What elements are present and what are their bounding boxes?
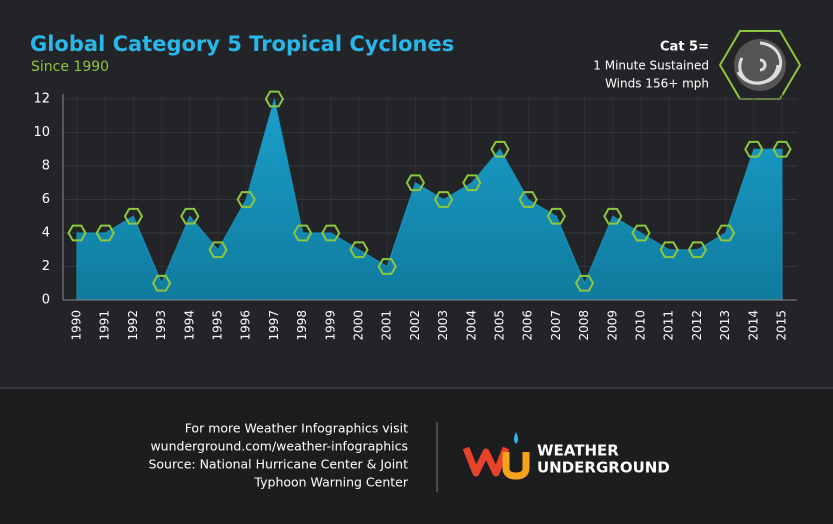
chart-subtitle: Since 1990 [31, 59, 109, 75]
x-tick-label: 2008 [577, 310, 591, 341]
point-marker [462, 174, 482, 192]
x-tick-label: 1998 [295, 310, 309, 341]
area [76, 98, 783, 301]
point-marker [349, 241, 369, 259]
point-marker [603, 207, 623, 225]
point-marker [321, 224, 341, 242]
x-tick-label: 1993 [154, 310, 168, 341]
point-marker [180, 207, 200, 225]
footer-line: wunderground.com/weather-infographics [150, 439, 408, 454]
point-marker [123, 207, 144, 225]
y-tick-label: 0 [42, 293, 50, 308]
x-tick-label: 2006 [521, 310, 535, 341]
x-tick-label: 2012 [690, 310, 704, 341]
footer-line: For more Weather Infographics visit [185, 421, 408, 436]
x-tick-label: 2011 [662, 310, 676, 341]
logo-text: WEATHER [537, 442, 619, 460]
y-tick-label: 10 [33, 125, 50, 140]
y-tick-label: 8 [42, 159, 50, 174]
x-tick-label: 2004 [464, 310, 478, 341]
x-tick-label: 2007 [549, 310, 563, 341]
point-marker [687, 241, 708, 259]
x-tick-label: 2003 [436, 310, 450, 341]
point-marker [151, 274, 172, 292]
x-tick-label: 2009 [605, 310, 619, 341]
x-tick-label: 1999 [323, 310, 337, 341]
x-tick-label: 2000 [352, 310, 366, 341]
point-marker [631, 224, 651, 242]
note-line: Winds 156+ mph [605, 77, 709, 91]
x-tick-label: 1992 [126, 310, 140, 341]
point-marker [67, 224, 87, 242]
x-tick-label: 2010 [634, 310, 648, 341]
point-marker [715, 224, 736, 242]
x-tick-label: 1997 [267, 310, 281, 341]
y-tick-label: 6 [42, 192, 50, 207]
logo-text: UNDERGROUND [537, 459, 670, 477]
x-tick-label: 1990 [70, 310, 84, 341]
point-marker [518, 191, 538, 208]
note-line: 1 Minute Sustained [593, 59, 709, 73]
x-tick-label: 1995 [211, 310, 225, 341]
point-marker [433, 191, 454, 208]
y-tick-label: 4 [42, 226, 50, 241]
x-tick-label: 1996 [239, 310, 253, 341]
point-marker [236, 191, 256, 208]
x-tick-label: 2005 [493, 310, 507, 341]
point-marker [546, 207, 567, 225]
logo-mark [462, 432, 530, 480]
footer-line: Typhoon Warning Center [253, 475, 408, 490]
point-marker [659, 241, 679, 259]
note-line: Cat 5= [660, 40, 709, 55]
point-marker [377, 258, 397, 275]
x-tick-label: 2015 [775, 310, 789, 341]
point-marker [405, 174, 426, 192]
y-tick-label: 2 [42, 259, 50, 274]
point-marker [490, 140, 510, 158]
point-marker [574, 274, 595, 292]
x-tick-label: 2002 [408, 310, 422, 341]
y-tick-label: 12 [33, 92, 50, 107]
chart-title: Global Category 5 Tropical Cyclones [30, 32, 454, 56]
x-tick-label: 1994 [182, 310, 196, 341]
x-tick-label: 2013 [718, 310, 732, 341]
point-marker [208, 241, 228, 259]
point-marker [292, 224, 313, 242]
point-marker [744, 140, 764, 158]
point-marker [95, 224, 115, 242]
point-marker [264, 90, 285, 108]
x-tick-label: 1991 [98, 310, 112, 341]
footer-line: Source: National Hurricane Center & Join… [148, 457, 408, 472]
x-tick-label: 2014 [746, 310, 760, 341]
point-marker [772, 140, 792, 158]
x-tick-label: 2001 [380, 310, 394, 341]
